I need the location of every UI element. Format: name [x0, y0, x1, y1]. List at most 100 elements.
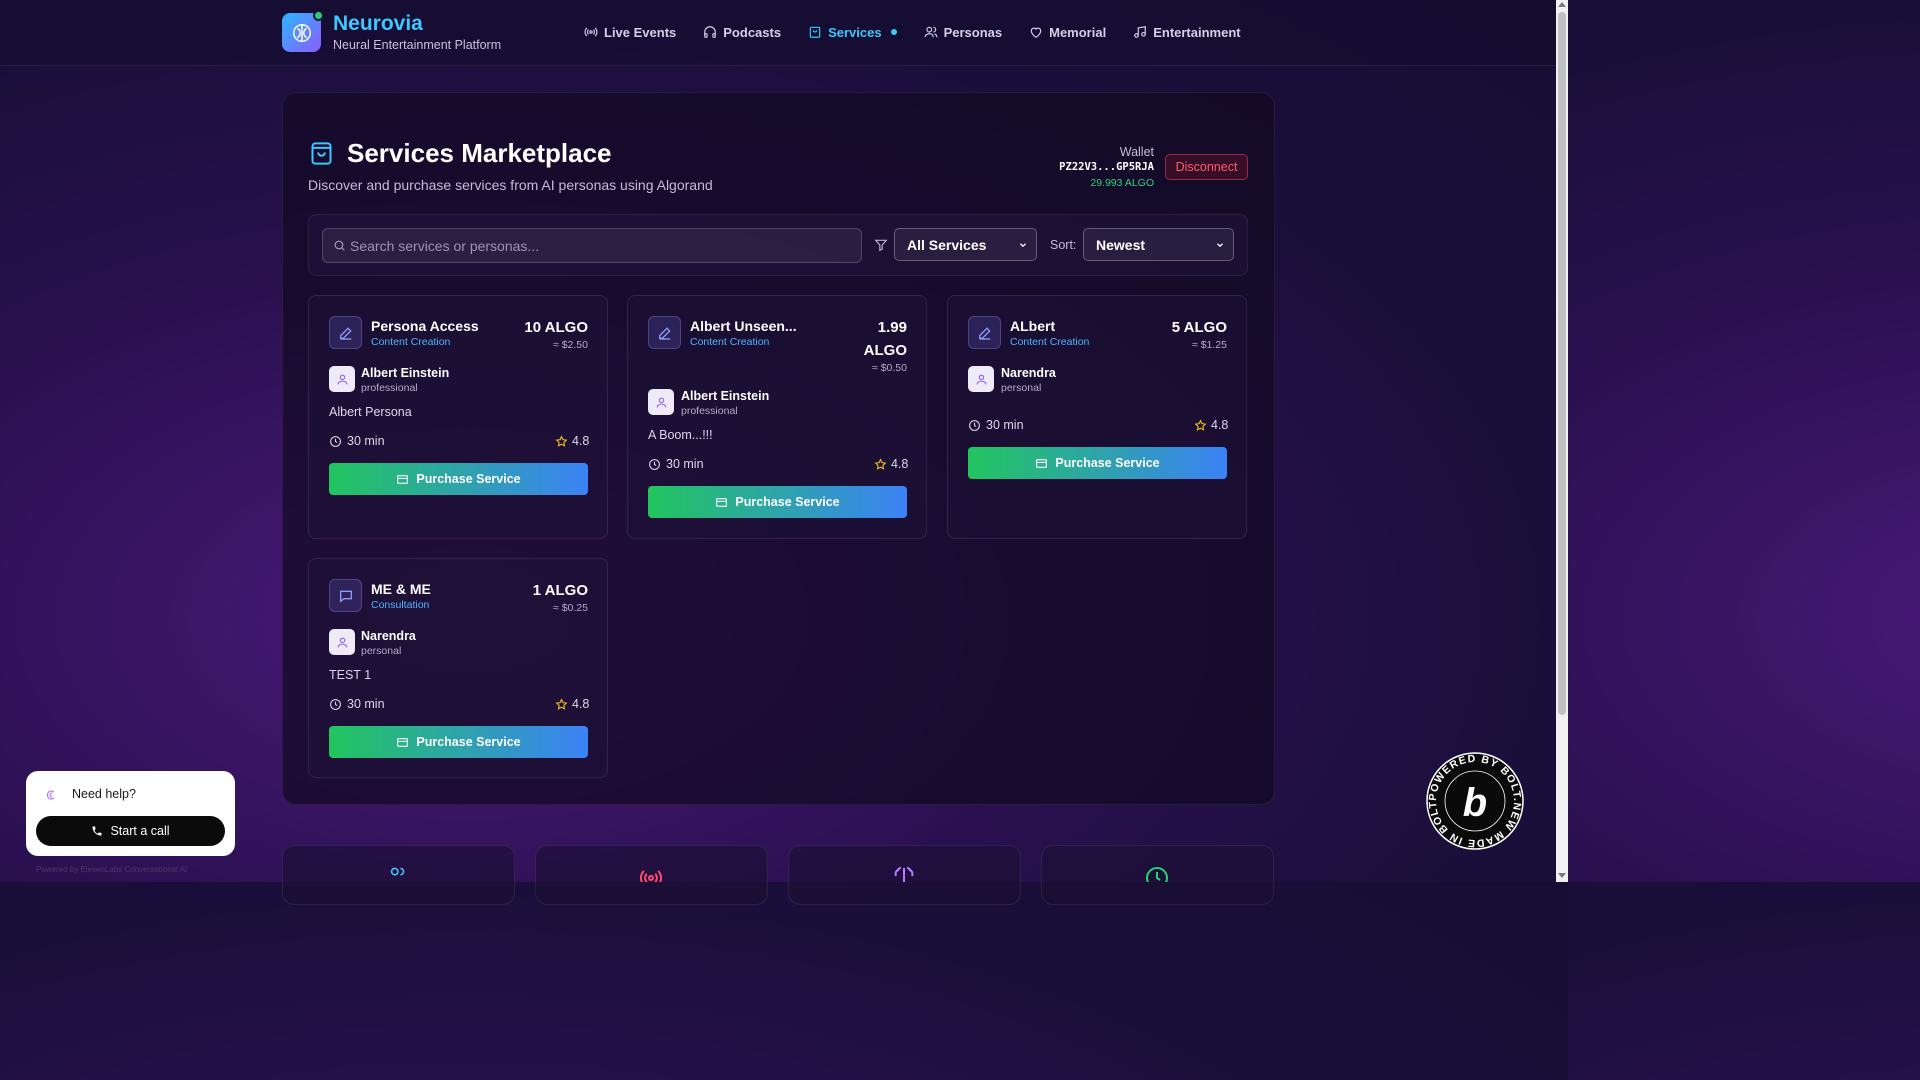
service-price: 1.99 ALGO: [864, 316, 907, 362]
price-currency: ALGO: [863, 342, 907, 359]
brain-icon: [292, 23, 311, 42]
wallet-label: Wallet: [1119, 145, 1154, 159]
nav-label: Services: [828, 24, 882, 40]
shopping-bag-icon: [809, 26, 821, 38]
service-duration: 30 min: [648, 457, 704, 471]
service-rating: 4.8: [874, 457, 908, 471]
scrollbar-thumb[interactable]: [1558, 12, 1566, 715]
nav-live-events[interactable]: Live Events: [584, 22, 676, 42]
service-icon: [329, 316, 362, 349]
clock-icon: [969, 419, 980, 431]
disconnect-button[interactable]: Disconnect: [1165, 154, 1248, 180]
service-rating: 4.8: [1194, 418, 1228, 432]
service-price: 1 ALGO: [532, 582, 588, 599]
nav-personas[interactable]: Personas: [924, 22, 1003, 42]
active-indicator-dot: [890, 29, 897, 35]
purchase-service-button[interactable]: Purchase Service: [968, 447, 1227, 479]
credit-card-icon: [716, 497, 728, 507]
chevron-down-icon: [1020, 243, 1026, 248]
duration-text: 30 min: [666, 457, 704, 471]
user-icon: [976, 374, 986, 384]
wallet-address: PZ22V3...GP5RJA: [1059, 161, 1154, 173]
clock-icon: [649, 458, 660, 470]
search-input[interactable]: [350, 230, 850, 261]
main-nav: Live Events Podcasts Services Personas M…: [584, 22, 1268, 42]
nav-memorial[interactable]: Memorial: [1029, 22, 1106, 42]
service-description: A Boom...!!!: [648, 428, 713, 442]
nav-entertainment[interactable]: Entertainment: [1133, 22, 1241, 42]
svg-text:b: b: [1463, 781, 1487, 825]
feature-card[interactable]: [282, 845, 515, 905]
user-icon: [337, 374, 347, 384]
nav-label: Entertainment: [1153, 24, 1241, 40]
heart-icon: [1030, 27, 1042, 38]
service-price-usd: ≈ $0.25: [553, 602, 588, 614]
button-label: Start a call: [110, 824, 170, 838]
credit-card-icon: [397, 474, 409, 484]
service-name: Albert Unseen...: [690, 318, 797, 334]
duration-text: 30 min: [347, 434, 385, 448]
nav-label: Personas: [943, 24, 1003, 40]
shopping-bag-icon: [311, 142, 332, 165]
service-duration: 30 min: [329, 434, 385, 448]
service-duration: 30 min: [329, 697, 385, 711]
feature-card[interactable]: [788, 845, 1021, 905]
persona-type: professional: [681, 405, 738, 417]
service-icon: [648, 316, 681, 349]
nav-services[interactable]: Services: [808, 22, 897, 42]
sort-select[interactable]: Newest: [1083, 228, 1234, 261]
powered-by-text: Powered by ElevenLabs Conversational AI: [36, 865, 188, 874]
bolt-badge[interactable]: POWERED BY BOLT.NEW MADE IN BOLT.NEW b: [1426, 752, 1524, 850]
service-category: Content Creation: [690, 336, 770, 348]
scroll-down-arrow[interactable]: [1558, 873, 1566, 878]
service-card[interactable]: [947, 295, 1247, 539]
clock-icon: [1146, 867, 1168, 882]
button-label: Purchase Service: [416, 472, 521, 486]
service-description: Albert Persona: [329, 405, 412, 419]
scroll-up-arrow[interactable]: [1558, 2, 1566, 7]
user-icon: [656, 397, 666, 407]
pencil-icon: [978, 326, 991, 340]
search-icon: [334, 240, 345, 251]
nav-podcasts[interactable]: Podcasts: [703, 22, 781, 42]
brand-name[interactable]: Neurovia: [333, 12, 423, 35]
service-card[interactable]: [308, 295, 608, 539]
online-status-dot: [313, 10, 324, 21]
purchase-service-button[interactable]: Purchase Service: [329, 463, 588, 495]
avatar: [648, 389, 674, 415]
service-description: TEST 1: [329, 668, 372, 682]
feature-card[interactable]: [535, 845, 768, 905]
category-selected-value: All Services: [907, 236, 987, 253]
feature-card[interactable]: [1041, 845, 1274, 905]
persona-name: Narendra: [1001, 366, 1056, 380]
start-call-button[interactable]: Start a call: [36, 816, 225, 846]
star-icon: [1194, 418, 1207, 431]
category-select[interactable]: All Services: [894, 228, 1037, 261]
purchase-service-button[interactable]: Purchase Service: [648, 486, 907, 518]
service-price-usd: ≈ $2.50: [553, 339, 588, 351]
filter-icon[interactable]: [874, 238, 888, 252]
music-icon: [1134, 26, 1147, 38]
top-header: [0, 0, 1556, 66]
broadcast-icon: [584, 27, 598, 37]
star-icon: [874, 457, 887, 470]
sort-label: Sort:: [1050, 238, 1077, 252]
brand-tagline: Neural Entertainment Platform: [333, 38, 502, 52]
button-label: Purchase Service: [735, 495, 840, 509]
star-icon: [555, 434, 568, 447]
purchase-service-button[interactable]: Purchase Service: [329, 726, 588, 758]
duration-text: 30 min: [986, 418, 1024, 432]
wallet-balance: 29.993 ALGO: [1090, 177, 1154, 189]
service-name: Persona Access: [371, 318, 479, 334]
rating-text: 4.8: [891, 457, 909, 471]
persona-type: personal: [1001, 382, 1042, 394]
credit-card-icon: [1036, 458, 1048, 468]
users-icon: [924, 26, 937, 38]
chat-icon: [339, 590, 352, 603]
avatar: [968, 366, 994, 392]
service-price: 10 ALGO: [524, 319, 588, 336]
rating-text: 4.8: [572, 434, 590, 448]
service-icon: [968, 316, 1001, 349]
persona-name: Narendra: [361, 629, 416, 643]
avatar: [329, 366, 355, 392]
